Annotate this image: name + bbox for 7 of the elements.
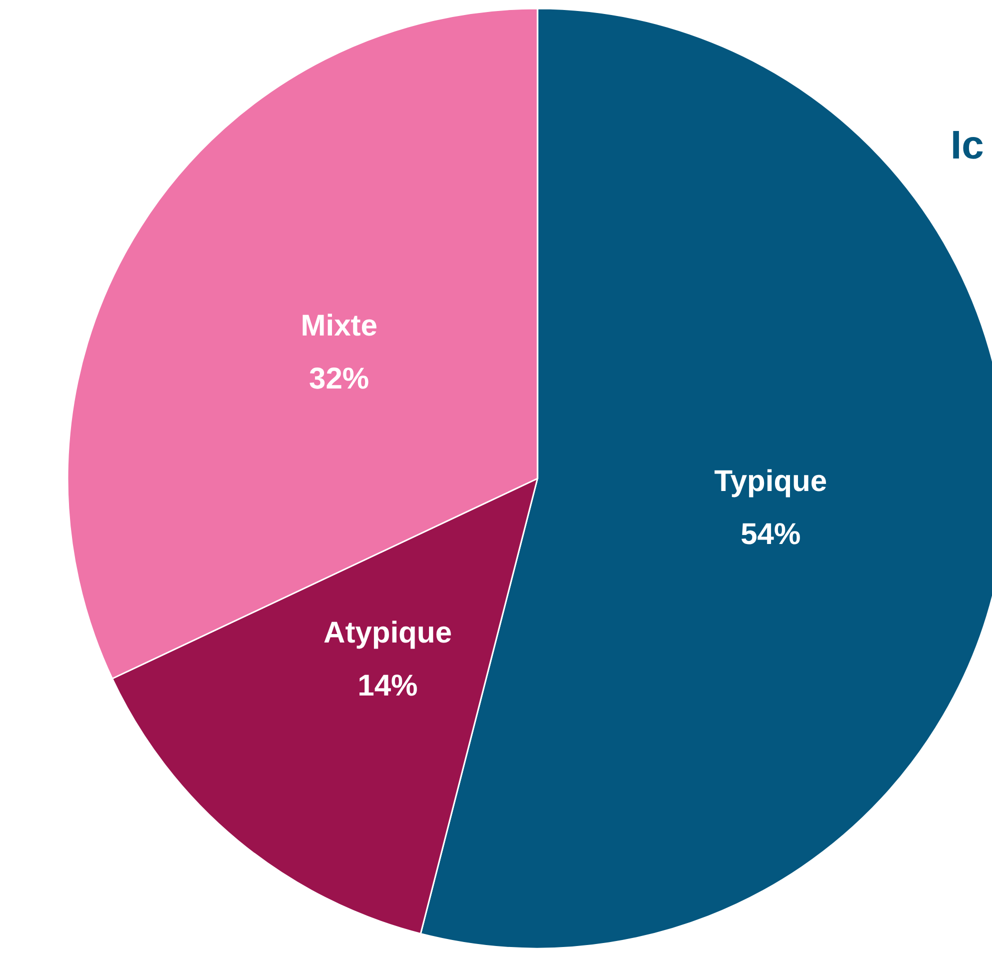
data-label: 14% [358, 669, 418, 702]
data-label: 32% [309, 362, 370, 396]
data-label: 54% [740, 518, 801, 551]
slice-label: Typique [714, 465, 828, 498]
text: Ic [950, 124, 984, 168]
slice-label: Mixte [300, 310, 378, 343]
slice-label: Atypique [324, 616, 452, 650]
